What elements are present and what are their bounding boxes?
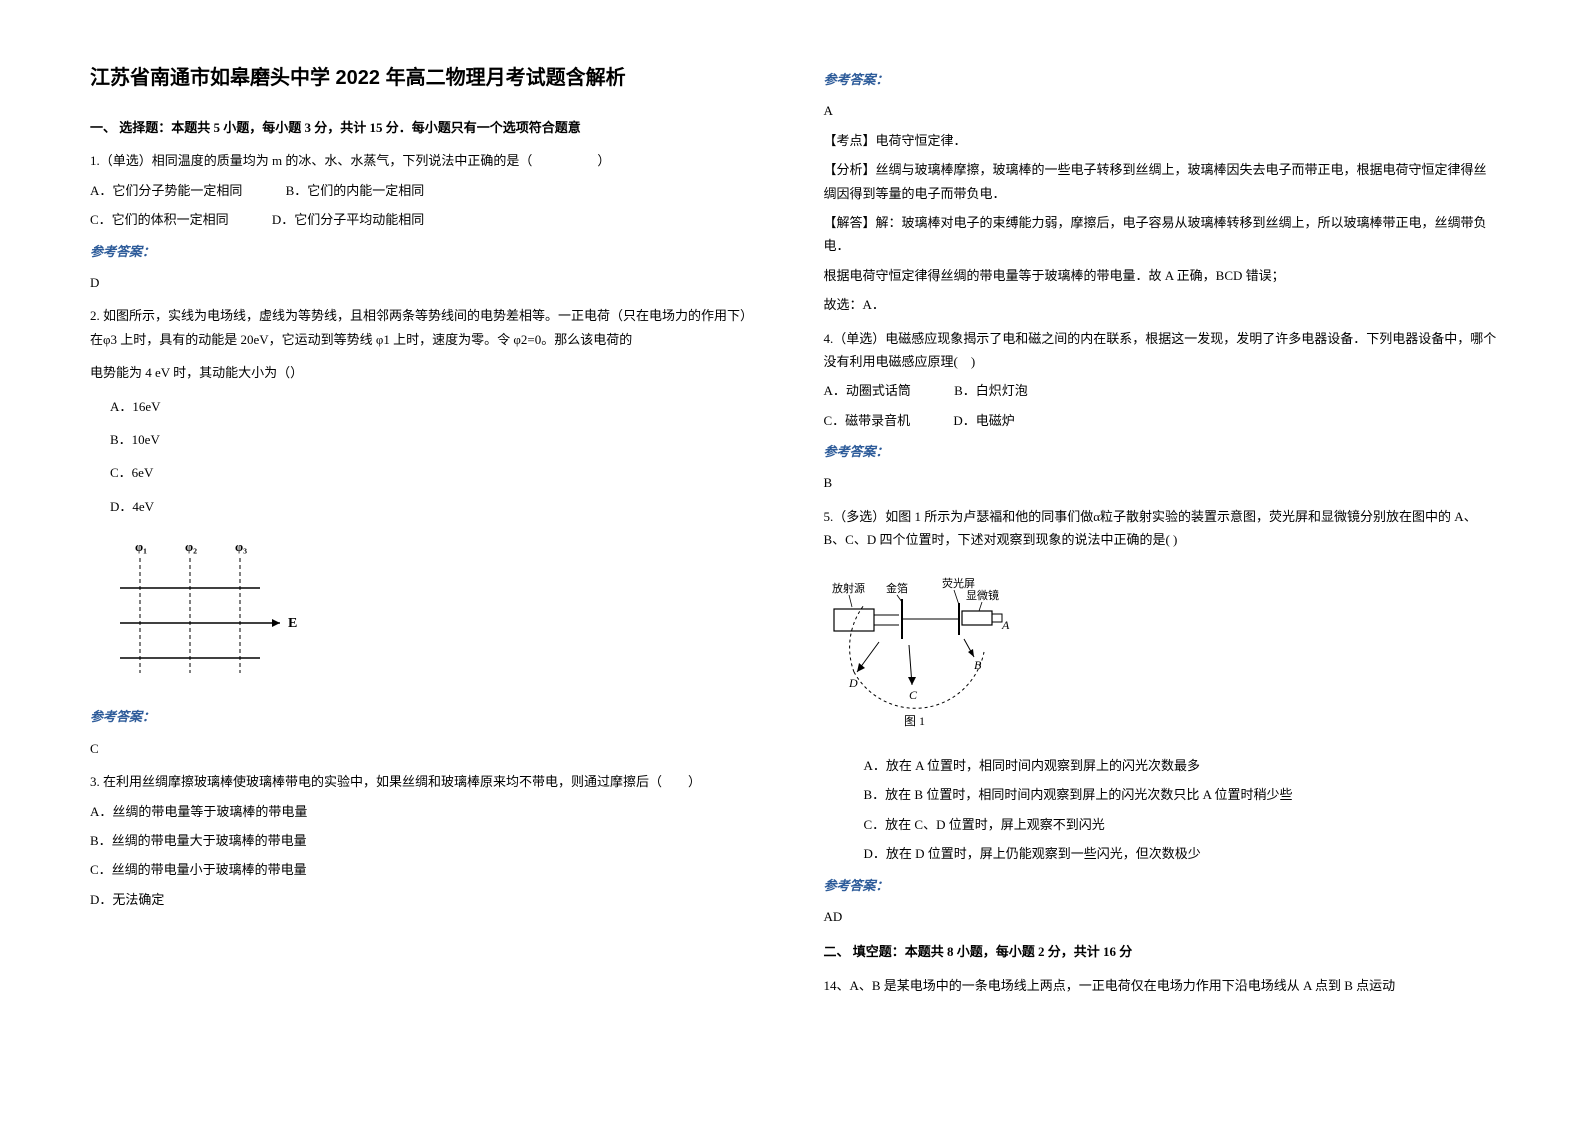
q3-optB: B．丝绸的带电量大于玻璃棒的带电量: [90, 829, 754, 852]
section2-header: 二、 填空题：本题共 8 小题，每小题 2 分，共计 16 分: [824, 940, 1498, 963]
q4-answer-label: 参考答案：: [824, 440, 1498, 463]
q1-answer: D: [90, 271, 754, 294]
q5-diagram-svg: A B C D 放射源 金箔 荧光屏 显微镜 图 1: [824, 567, 1034, 732]
q2-stem2: 电势能为 4 eV 时，其动能大小为（）: [90, 361, 754, 384]
q3-fenxi-text: 丝绸与玻璃棒摩擦，玻璃棒的一些电子转移到丝绸上，玻璃棒因失去电子而带正电，根据电…: [824, 162, 1487, 200]
q4-optB: B．白炽灯泡: [954, 379, 1028, 402]
svg-text:放射源: 放射源: [832, 581, 865, 595]
q5-answer: AD: [824, 905, 1498, 928]
q4-optC: C．磁带录音机: [824, 409, 911, 432]
q3-jieda3: 故选：A．: [824, 293, 1498, 316]
q3-jieda2: 根据电荷守恒定律得丝绸的带电量等于玻璃棒的带电量．故 A 正确，BCD 错误；: [824, 264, 1498, 287]
q3-fenxi-label: 【分析】: [824, 162, 876, 177]
q2-answer: C: [90, 737, 754, 760]
q3-stem: 3. 在利用丝绸摩擦玻璃棒使玻璃棒带电的实验中，如果丝绸和玻璃棒原来均不带电，则…: [90, 770, 754, 793]
q2-stem1: 2. 如图所示，实线为电场线，虚线为等势线，且相邻两条等势线间的电势差相等。一正…: [90, 304, 754, 351]
q5-optA: A．放在 A 位置时，相同时间内观察到屏上的闪光次数最多: [864, 754, 1498, 777]
q2-diagram: φ₁ φ₂ φ₃ E: [110, 533, 754, 690]
q5-diagram-caption: 图 1: [904, 714, 925, 728]
q3-jieda1: 【解答】解：玻璃棒对电子的束缚能力弱，摩擦后，电子容易从玻璃棒转移到丝绸上，所以…: [824, 211, 1498, 258]
q5-stem: 5.（多选）如图 1 所示为卢瑟福和他的同事们做α粒子散射实验的装置示意图，荧光…: [824, 505, 1498, 552]
q3-kaodian: 【考点】电荷守恒定律．: [824, 129, 1498, 152]
q3-optD: D．无法确定: [90, 888, 754, 911]
svg-text:φ₃: φ₃: [235, 539, 247, 554]
q3-optC: C．丝绸的带电量小于玻璃棒的带电量: [90, 858, 754, 881]
svg-text:荧光屏: 荧光屏: [942, 576, 975, 590]
q1-answer-label: 参考答案：: [90, 240, 754, 263]
svg-text:D: D: [848, 676, 858, 690]
svg-text:B: B: [974, 658, 982, 672]
svg-text:φ₂: φ₂: [185, 539, 197, 554]
q5-answer-label: 参考答案：: [824, 874, 1498, 897]
q2-optA: A．16eV: [110, 395, 754, 418]
q1-optC: C．它们的体积一定相同: [90, 208, 229, 231]
q3-kaodian-label: 【考点】: [824, 133, 876, 148]
q3-optA: A．丝绸的带电量等于玻璃棒的带电量: [90, 800, 754, 823]
q4-optD: D．电磁炉: [953, 409, 1014, 432]
q1-options-row2: C．它们的体积一定相同 D．它们分子平均动能相同: [90, 208, 754, 231]
q4-answer: B: [824, 471, 1498, 494]
q3-fenxi: 【分析】丝绸与玻璃棒摩擦，玻璃棒的一些电子转移到丝绸上，玻璃棒因失去电子而带正电…: [824, 158, 1498, 205]
q2-answer-label: 参考答案：: [90, 705, 754, 728]
q1-options-row1: A．它们分子势能一定相同 B．它们的内能一定相同: [90, 179, 754, 202]
svg-text:φ₁: φ₁: [135, 539, 147, 554]
q3-answer-label: 参考答案：: [824, 68, 1498, 91]
svg-text:E: E: [288, 616, 297, 631]
q4-stem: 4.（单选）电磁感应现象揭示了电和磁之间的内在联系，根据这一发现，发明了许多电器…: [824, 327, 1498, 374]
q14-stem: 14、A、B 是某电场中的一条电场线上两点，一正电荷仅在电场力作用下沿电场线从 …: [824, 974, 1498, 997]
q3-jieda1-text: 解：玻璃棒对电子的束缚能力弱，摩擦后，电子容易从玻璃棒转移到丝绸上，所以玻璃棒带…: [824, 215, 1487, 253]
q1-stem: 1.（单选）相同温度的质量均为 m 的冰、水、水蒸气，下列说法中正确的是（ ）: [90, 149, 754, 172]
svg-text:显微镜: 显微镜: [966, 588, 999, 602]
q2-optB: B．10eV: [110, 428, 754, 451]
q4-optA: A．动圈式话筒: [824, 379, 911, 402]
q4-options-row1: A．动圈式话筒 B．白炽灯泡: [824, 379, 1498, 402]
svg-text:C: C: [909, 688, 918, 702]
svg-text:金箔: 金箔: [886, 581, 908, 595]
page-title: 江苏省南通市如皋磨头中学 2022 年高二物理月考试题含解析: [90, 60, 754, 96]
q2-diagram-svg: φ₁ φ₂ φ₃ E: [110, 533, 310, 683]
q4-options-row2: C．磁带录音机 D．电磁炉: [824, 409, 1498, 432]
q5-optB: B．放在 B 位置时，相同时间内观察到屏上的闪光次数只比 A 位置时稍少些: [864, 783, 1498, 806]
q3-jieda-label: 【解答】: [824, 215, 876, 230]
svg-text:A: A: [1001, 618, 1010, 632]
q1-optA: A．它们分子势能一定相同: [90, 179, 242, 202]
section1-header: 一、 选择题：本题共 5 小题，每小题 3 分，共计 15 分．每小题只有一个选…: [90, 116, 754, 139]
q1-optB: B．它们的内能一定相同: [286, 179, 425, 202]
q3-kaodian-text: 电荷守恒定律．: [876, 133, 967, 148]
q2-optD: D．4eV: [110, 495, 754, 518]
q2-optC: C．6eV: [110, 461, 754, 484]
q1-optD: D．它们分子平均动能相同: [272, 208, 424, 231]
q3-answer: A: [824, 99, 1498, 122]
q5-diagram: A B C D 放射源 金箔 荧光屏 显微镜 图 1: [824, 567, 1498, 739]
q5-optC: C．放在 C、D 位置时，屏上观察不到闪光: [864, 813, 1498, 836]
q5-optD: D．放在 D 位置时，屏上仍能观察到一些闪光，但次数极少: [864, 842, 1498, 865]
